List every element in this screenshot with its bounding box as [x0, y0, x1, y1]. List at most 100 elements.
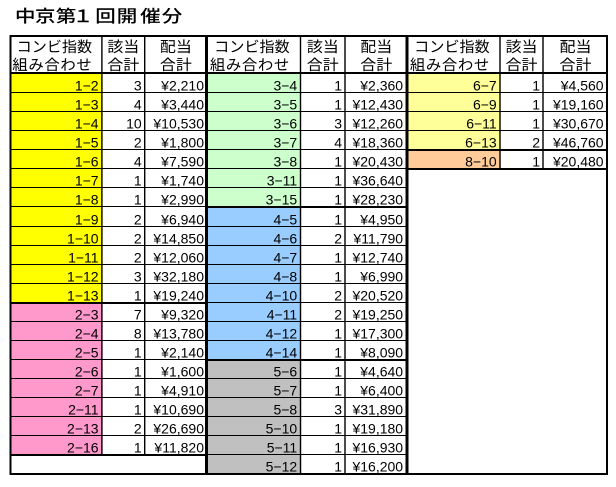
- svg-text:¥6,990: ¥6,990: [359, 269, 403, 285]
- svg-text:1: 1: [134, 288, 142, 304]
- svg-text:2: 2: [134, 212, 142, 228]
- svg-text:2: 2: [134, 250, 142, 266]
- svg-text:1: 1: [334, 154, 342, 170]
- svg-text:1: 1: [334, 421, 342, 437]
- svg-text:1−7: 1−7: [75, 173, 99, 189]
- svg-text:¥6,400: ¥6,400: [359, 383, 403, 399]
- svg-text:2−6: 2−6: [75, 364, 99, 380]
- svg-text:¥30,670: ¥30,670: [552, 116, 604, 132]
- svg-text:¥19,160: ¥19,160: [552, 97, 604, 113]
- svg-text:6−7: 6−7: [473, 78, 497, 94]
- svg-text:1−5: 1−5: [75, 135, 99, 151]
- svg-text:4−11: 4−11: [267, 307, 298, 323]
- svg-text:¥12,060: ¥12,060: [152, 250, 204, 266]
- svg-text:¥16,930: ¥16,930: [351, 440, 403, 456]
- svg-text:¥28,230: ¥28,230: [351, 192, 403, 208]
- svg-text:1: 1: [134, 440, 142, 456]
- svg-text:¥31,890: ¥31,890: [351, 402, 403, 418]
- svg-text:2−4: 2−4: [75, 326, 99, 342]
- svg-text:1: 1: [334, 192, 342, 208]
- svg-text:1: 1: [334, 440, 342, 456]
- svg-text:1: 1: [334, 364, 342, 380]
- svg-text:¥16,200: ¥16,200: [351, 459, 403, 475]
- svg-text:¥1,600: ¥1,600: [160, 364, 204, 380]
- svg-text:1−10: 1−10: [67, 231, 99, 247]
- svg-text:¥4,560: ¥4,560: [560, 78, 604, 94]
- svg-text:1: 1: [134, 173, 142, 189]
- svg-text:2: 2: [334, 288, 342, 304]
- svg-text:1: 1: [532, 116, 540, 132]
- svg-text:3−4: 3−4: [273, 78, 297, 94]
- svg-text:¥4,640: ¥4,640: [359, 364, 403, 380]
- svg-text:¥14,850: ¥14,850: [152, 231, 204, 247]
- svg-text:1−2: 1−2: [75, 78, 99, 94]
- svg-text:3−7: 3−7: [273, 135, 297, 151]
- svg-text:4: 4: [134, 97, 142, 113]
- svg-text:1: 1: [334, 78, 342, 94]
- svg-text:5−11: 5−11: [267, 440, 298, 456]
- svg-text:8: 8: [134, 326, 142, 342]
- svg-text:1−13: 1−13: [67, 288, 99, 304]
- svg-text:3−6: 3−6: [273, 116, 297, 132]
- svg-text:4: 4: [134, 154, 142, 170]
- svg-text:¥4,910: ¥4,910: [160, 383, 204, 399]
- svg-text:6−13: 6−13: [465, 135, 497, 151]
- svg-text:6−9: 6−9: [473, 97, 497, 113]
- svg-text:¥7,590: ¥7,590: [160, 154, 204, 170]
- svg-text:5−7: 5−7: [273, 383, 297, 399]
- svg-text:1: 1: [134, 192, 142, 208]
- svg-text:4−8: 4−8: [273, 269, 297, 285]
- svg-text:1: 1: [334, 173, 342, 189]
- svg-text:2−13: 2−13: [67, 421, 99, 437]
- svg-text:10: 10: [126, 116, 142, 132]
- svg-text:1−8: 1−8: [75, 192, 99, 208]
- svg-text:5−10: 5−10: [266, 421, 298, 437]
- svg-text:4−6: 4−6: [273, 231, 297, 247]
- svg-text:2: 2: [334, 307, 342, 323]
- svg-text:¥20,520: ¥20,520: [351, 288, 403, 304]
- svg-text:1: 1: [334, 383, 342, 399]
- svg-text:1: 1: [532, 154, 540, 170]
- svg-text:2−5: 2−5: [75, 345, 99, 361]
- svg-text:2−16: 2−16: [67, 440, 99, 456]
- svg-text:2−7: 2−7: [75, 383, 99, 399]
- svg-text:¥12,260: ¥12,260: [351, 116, 403, 132]
- svg-text:¥2,210: ¥2,210: [160, 78, 204, 94]
- svg-text:6−11: 6−11: [466, 116, 497, 132]
- svg-text:1: 1: [334, 97, 342, 113]
- svg-text:1−12: 1−12: [67, 269, 99, 285]
- svg-text:3−5: 3−5: [273, 97, 297, 113]
- svg-text:2: 2: [134, 231, 142, 247]
- svg-text:1: 1: [334, 269, 342, 285]
- svg-text:¥1,800: ¥1,800: [160, 135, 204, 151]
- svg-text:1: 1: [334, 250, 342, 266]
- svg-text:¥19,240: ¥19,240: [152, 288, 204, 304]
- svg-text:2: 2: [532, 135, 540, 151]
- svg-text:¥11,790: ¥11,790: [353, 231, 404, 247]
- svg-text:4−5: 4−5: [273, 212, 297, 228]
- svg-text:2: 2: [134, 421, 142, 437]
- svg-text:3−15: 3−15: [266, 192, 298, 208]
- svg-text:2−11: 2−11: [68, 402, 99, 418]
- svg-text:1: 1: [532, 78, 540, 94]
- svg-text:3: 3: [134, 78, 142, 94]
- svg-text:¥18,360: ¥18,360: [351, 135, 403, 151]
- svg-text:¥2,140: ¥2,140: [160, 345, 204, 361]
- svg-text:¥12,430: ¥12,430: [351, 97, 403, 113]
- svg-text:5−8: 5−8: [273, 402, 297, 418]
- svg-text:¥17,300: ¥17,300: [351, 326, 403, 342]
- svg-text:¥8,090: ¥8,090: [359, 345, 403, 361]
- svg-text:1: 1: [134, 364, 142, 380]
- svg-text:2: 2: [334, 231, 342, 247]
- svg-text:3−11: 3−11: [267, 173, 298, 189]
- svg-text:4−14: 4−14: [266, 345, 298, 361]
- svg-text:¥2,990: ¥2,990: [160, 192, 204, 208]
- svg-text:1−4: 1−4: [75, 116, 99, 132]
- svg-text:1: 1: [334, 212, 342, 228]
- svg-text:4−12: 4−12: [266, 326, 298, 342]
- svg-text:3: 3: [334, 402, 342, 418]
- svg-text:1: 1: [334, 459, 342, 475]
- svg-text:1: 1: [134, 402, 142, 418]
- svg-text:¥20,430: ¥20,430: [351, 154, 403, 170]
- svg-text:¥6,940: ¥6,940: [160, 212, 204, 228]
